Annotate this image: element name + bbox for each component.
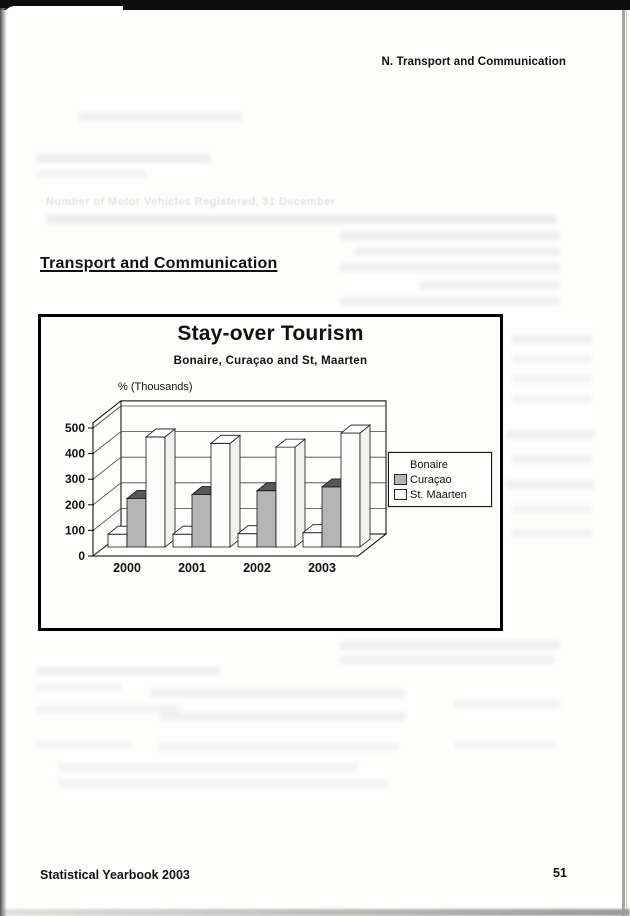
bleed-through-smudge	[36, 683, 121, 691]
chart-legend: Bonaire Curaçao St. Maarten	[388, 452, 492, 507]
bleed-through-smudge	[160, 712, 405, 721]
stay-over-tourism-3d-bar-chart: 0 100 200 300 400 500 2000 2001 2002 2003	[65, 399, 388, 575]
legend-swatch-icon	[394, 459, 407, 470]
bleed-through-smudge	[512, 355, 592, 363]
x-axis-label-2000: 2000	[113, 561, 141, 575]
bleed-through-smudge	[512, 395, 592, 403]
page-number: 51	[553, 866, 567, 880]
x-axis-label-2002: 2002	[243, 561, 271, 575]
bar-st-maarten-2003	[339, 424, 372, 548]
bleed-through-smudge	[512, 505, 592, 513]
bleed-through-smudge	[512, 530, 592, 538]
bleed-through-smudge	[507, 430, 595, 439]
bleed-through-smudge	[340, 656, 555, 664]
bleed-through-smudge	[36, 705, 181, 713]
svg-text:500: 500	[65, 421, 85, 435]
scan-right-edge	[622, 10, 625, 916]
bar-st-maarten-2002	[274, 438, 307, 548]
bleed-through-smudge	[36, 741, 131, 749]
bleed-through-smudge	[340, 297, 560, 306]
legend-label: Curaçao	[410, 473, 452, 486]
scan-left-edge	[0, 8, 7, 916]
scan-top-edge	[0, 0, 630, 10]
chart-subtitle: Bonaire, Curaçao and St, Maarten	[173, 355, 368, 367]
bleed-through-smudge	[355, 247, 560, 256]
legend-label: St. Maarten	[410, 488, 467, 501]
y-axis-unit-label: % (Thousands)	[118, 381, 193, 393]
bleed-through-smudge	[58, 763, 358, 771]
scan-right-edge-highlight	[626, 10, 627, 916]
svg-text:400: 400	[65, 447, 85, 461]
bleed-through-smudge	[512, 335, 592, 344]
bleed-through-smudge	[46, 215, 556, 224]
bleed-through-smudge	[455, 700, 560, 708]
scan-bottom-edge	[0, 909, 630, 916]
bleed-through-smudge	[340, 641, 560, 650]
bleed-through-smudge	[420, 281, 560, 290]
footer-book-title: Statistical Yearbook 2003	[40, 868, 190, 882]
legend-label: Bonaire	[410, 458, 448, 471]
bleed-through-smudge	[36, 170, 146, 178]
legend-item: Curaçao	[394, 472, 486, 487]
bleed-through-smudge	[340, 231, 560, 241]
chart-frame: Stay-over Tourism Bonaire, Curaçao and S…	[38, 314, 503, 631]
section-heading: Transport and Communication	[40, 255, 278, 272]
bleed-through-smudge	[340, 263, 560, 272]
x-axis-label-2003: 2003	[308, 561, 336, 575]
bleed-through-caption: Number of Motor Vehicles Registered, 31 …	[46, 196, 336, 208]
legend-swatch-icon	[394, 489, 407, 500]
bar-st-maarten-2000	[144, 428, 177, 548]
svg-text:0: 0	[78, 549, 85, 563]
bleed-through-smudge	[507, 480, 595, 489]
bleed-through-smudge	[78, 112, 243, 121]
svg-text:200: 200	[65, 498, 85, 512]
bleed-through-smudge	[455, 741, 555, 749]
legend-swatch-icon	[394, 474, 407, 485]
bleed-through-smudge	[512, 375, 592, 383]
bar-st-maarten-2001	[209, 434, 242, 548]
chart-title: Stay-over Tourism	[177, 322, 364, 345]
bleed-through-smudge	[150, 689, 405, 698]
bleed-through-smudge	[158, 743, 398, 751]
bleed-through-smudge	[512, 455, 592, 463]
bleed-through-smudge	[36, 667, 221, 676]
bleed-through-smudge	[36, 154, 211, 163]
legend-item: St. Maarten	[394, 487, 486, 502]
svg-text:100: 100	[65, 523, 85, 537]
bleed-through-smudge	[58, 779, 388, 787]
running-header: N. Transport and Communication	[381, 56, 566, 68]
legend-item: Bonaire	[394, 457, 486, 472]
x-axis-label-2001: 2001	[178, 561, 206, 575]
svg-text:300: 300	[65, 472, 85, 486]
page-corner	[3, 6, 123, 18]
